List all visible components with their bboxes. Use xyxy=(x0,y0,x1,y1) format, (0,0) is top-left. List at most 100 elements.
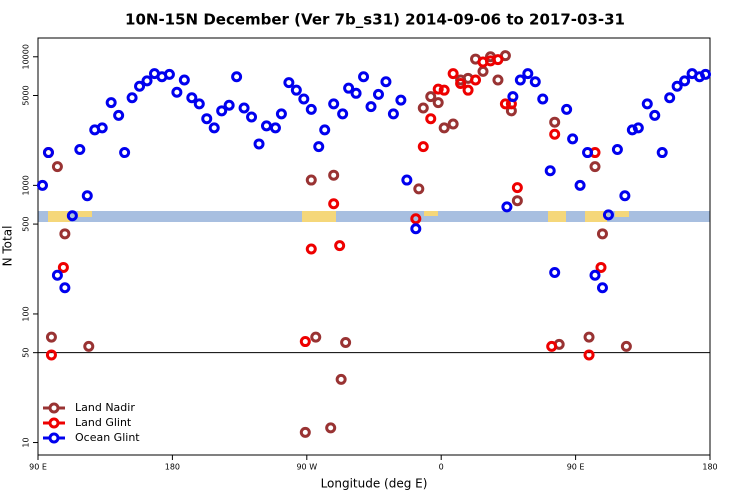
point xyxy=(632,122,644,134)
point xyxy=(193,98,205,110)
point xyxy=(511,195,523,207)
point xyxy=(401,174,413,186)
point xyxy=(549,267,561,279)
point xyxy=(561,103,573,115)
point xyxy=(340,336,352,348)
point xyxy=(319,124,331,136)
land-patch xyxy=(548,211,566,222)
point xyxy=(325,422,337,434)
point xyxy=(337,108,349,120)
point xyxy=(582,147,594,159)
legend-marker xyxy=(48,417,60,429)
point xyxy=(36,179,48,191)
y-tick-label: 1000 xyxy=(22,175,31,195)
point xyxy=(208,122,220,134)
point xyxy=(260,120,272,132)
y-axis-label: N Total xyxy=(1,226,15,267)
point xyxy=(74,144,86,156)
point xyxy=(664,92,676,104)
point xyxy=(365,101,377,113)
point xyxy=(589,269,601,281)
point xyxy=(113,109,125,121)
point xyxy=(96,122,108,134)
point xyxy=(611,144,623,156)
x-tick-label: 90 E xyxy=(29,463,47,472)
x-tick-label: 180 xyxy=(165,463,180,472)
point xyxy=(522,68,534,80)
point xyxy=(641,98,653,110)
point xyxy=(567,133,579,145)
point xyxy=(269,122,281,134)
point xyxy=(544,165,556,177)
point xyxy=(425,113,437,125)
point xyxy=(417,102,429,114)
point xyxy=(299,426,311,438)
point xyxy=(432,83,444,95)
land-ocean-strip xyxy=(38,211,710,222)
point xyxy=(537,93,549,105)
y-tick-label: 10000 xyxy=(22,44,31,69)
point xyxy=(432,97,444,109)
point xyxy=(51,269,63,281)
point xyxy=(305,103,317,115)
point xyxy=(438,122,450,134)
point xyxy=(470,74,482,86)
point xyxy=(395,94,407,106)
point xyxy=(57,261,69,273)
point xyxy=(679,75,691,87)
point xyxy=(671,80,683,92)
legend-marker xyxy=(48,432,60,444)
land-patch xyxy=(302,211,336,222)
point xyxy=(178,74,190,86)
point xyxy=(216,105,228,117)
point xyxy=(246,111,258,123)
land-patch xyxy=(615,211,629,217)
point xyxy=(231,71,243,83)
point xyxy=(656,147,668,159)
x-tick-label: 90 W xyxy=(296,463,317,472)
point xyxy=(372,88,384,100)
point xyxy=(119,147,131,159)
point xyxy=(380,76,392,88)
point xyxy=(620,340,632,352)
y-tick-label: 500 xyxy=(22,216,31,231)
point xyxy=(596,228,608,240)
point xyxy=(45,331,57,343)
point xyxy=(163,68,175,80)
point xyxy=(238,102,250,114)
point xyxy=(253,138,265,150)
point xyxy=(305,174,317,186)
legend-label: Land Glint xyxy=(75,416,132,429)
point xyxy=(171,86,183,98)
point xyxy=(410,213,422,225)
point xyxy=(343,82,355,94)
x-tick-label: 90 E xyxy=(567,463,585,472)
point xyxy=(51,161,63,173)
point xyxy=(201,113,213,125)
y-tick-label: 50 xyxy=(22,348,31,358)
point xyxy=(438,84,450,96)
point xyxy=(413,183,425,195)
point xyxy=(574,179,586,191)
legend-marker xyxy=(48,402,60,414)
point xyxy=(492,54,504,66)
point xyxy=(501,201,513,213)
point xyxy=(223,99,235,111)
point xyxy=(549,128,561,140)
land-patch xyxy=(48,211,70,222)
point xyxy=(410,223,422,235)
point xyxy=(298,93,310,105)
point xyxy=(425,91,437,103)
point xyxy=(328,98,340,110)
point xyxy=(59,228,71,240)
point xyxy=(700,68,712,80)
land-patch xyxy=(424,211,438,216)
point xyxy=(492,74,504,86)
point xyxy=(387,108,399,120)
point xyxy=(417,141,429,153)
point xyxy=(42,147,54,159)
point xyxy=(602,209,614,221)
point xyxy=(447,68,459,80)
